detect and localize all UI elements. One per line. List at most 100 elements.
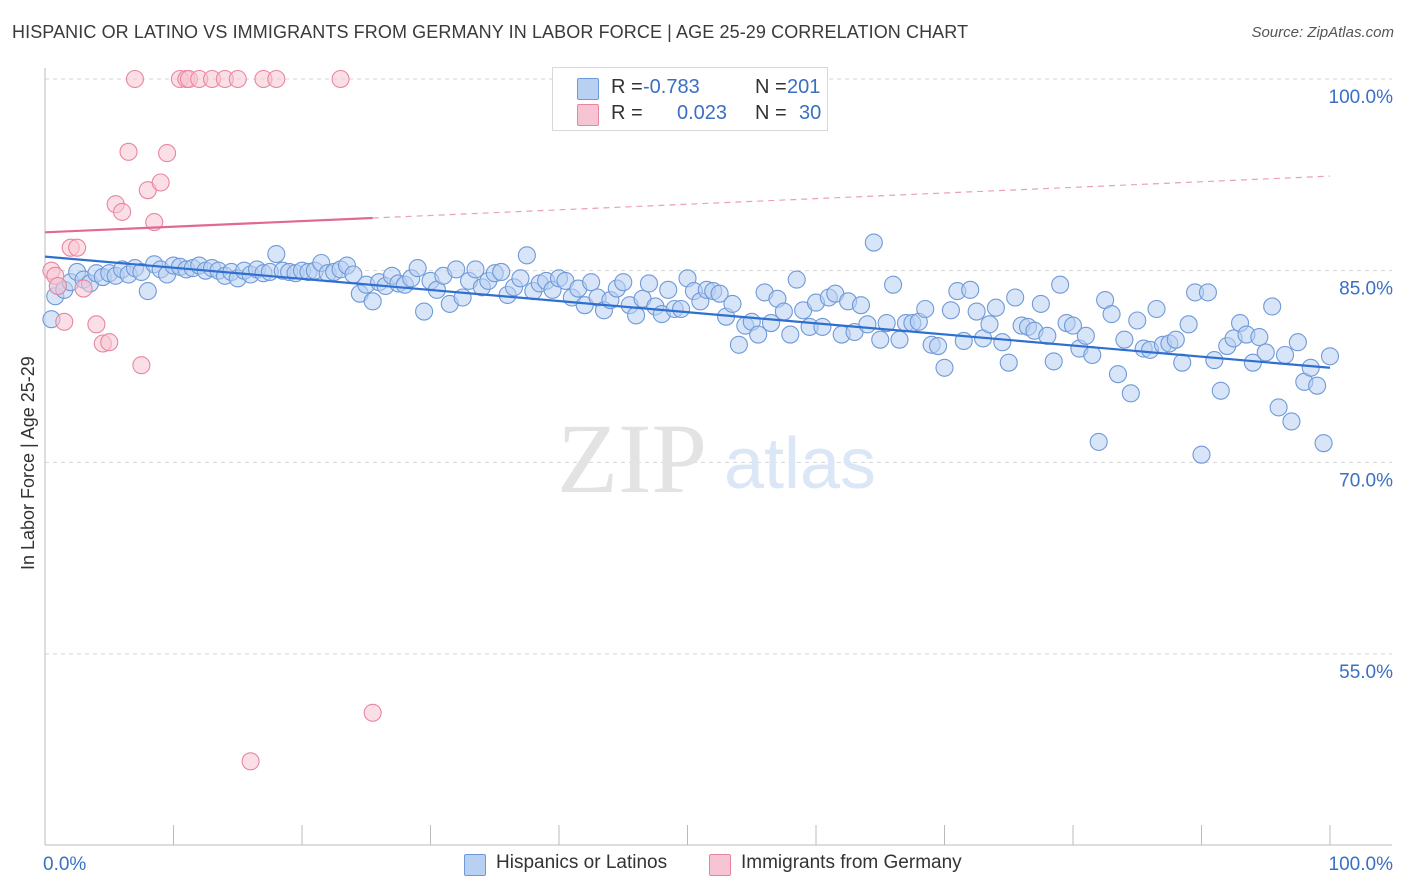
- data-point: [1192, 445, 1211, 464]
- data-point: [993, 333, 1012, 352]
- swatch-pink: [577, 104, 599, 126]
- data-point: [1115, 330, 1134, 349]
- data-point: [1263, 297, 1282, 316]
- r-value: 0.023: [677, 102, 728, 124]
- n-value: 30: [799, 102, 822, 124]
- watermark-zip: ZIP: [557, 403, 707, 514]
- data-point: [787, 270, 806, 289]
- data-point: [639, 274, 659, 293]
- data-point: [1076, 326, 1095, 345]
- data-point: [749, 325, 768, 344]
- y-axis-label: In Labor Force | Age 25-29: [18, 356, 38, 570]
- data-point: [1269, 398, 1288, 417]
- data-point: [729, 335, 748, 354]
- data-point: [986, 298, 1005, 317]
- data-point: [1301, 358, 1320, 377]
- trend-line-germany-solid: [44, 216, 373, 234]
- y-tick-label: 55.0%: [1339, 662, 1393, 683]
- points-germany: [42, 69, 382, 771]
- data-point: [1063, 316, 1083, 335]
- data-point: [363, 703, 382, 722]
- data-point: [466, 260, 485, 279]
- data-point: [929, 337, 948, 356]
- data-point: [267, 245, 286, 264]
- data-point: [884, 275, 903, 294]
- data-point: [267, 69, 286, 89]
- data-point: [87, 315, 106, 334]
- data-point: [1308, 376, 1327, 395]
- data-point: [1031, 294, 1050, 313]
- y-tick-label: 85.0%: [1339, 279, 1393, 300]
- legend-swatch-blue: [464, 854, 486, 876]
- r-label: R =: [611, 76, 643, 98]
- data-point: [1205, 351, 1224, 370]
- tick-labels: 100.0% 85.0% 70.0% 55.0% 0.0% 100.0%: [43, 87, 1393, 875]
- data-point: [132, 356, 151, 375]
- y-tick-label: 100.0%: [1329, 87, 1394, 108]
- data-point: [125, 69, 144, 89]
- data-point: [890, 330, 909, 349]
- data-point: [1006, 288, 1025, 307]
- data-point: [1147, 299, 1166, 319]
- data-point: [158, 144, 177, 163]
- data-point: [119, 142, 138, 161]
- legend-swatch-pink: [709, 854, 731, 876]
- data-point: [138, 282, 157, 301]
- data-point: [517, 246, 536, 265]
- data-point: [710, 284, 729, 303]
- data-point: [492, 262, 511, 281]
- trend-line-germany-dashed: [372, 175, 1331, 219]
- watermark-atlas: atlas: [724, 424, 876, 504]
- n-label: N =: [755, 102, 787, 124]
- data-point: [1102, 305, 1121, 324]
- data-point: [1108, 365, 1128, 384]
- data-point: [1051, 275, 1070, 294]
- data-point: [877, 314, 896, 333]
- data-point: [363, 292, 382, 311]
- data-point: [331, 69, 350, 89]
- trend-line-hispanics: [44, 255, 1331, 369]
- legend-label: Hispanics or Latinos: [496, 852, 668, 873]
- data-point: [408, 259, 427, 278]
- axes: [44, 68, 1392, 846]
- data-point: [627, 306, 646, 325]
- chart-title: HISPANIC OR LATINO VS IMMIGRANTS FROM GE…: [12, 22, 969, 42]
- data-point: [100, 333, 119, 352]
- n-value: 201: [787, 76, 821, 98]
- data-point: [659, 280, 678, 299]
- data-point: [1173, 353, 1192, 372]
- data-point: [74, 279, 93, 298]
- data-point: [916, 299, 935, 319]
- data-point: [1128, 311, 1147, 330]
- data-point: [241, 752, 260, 771]
- data-point: [723, 294, 742, 313]
- legend-label: Immigrants from Germany: [741, 852, 962, 873]
- x-tick-label: 100.0%: [1329, 854, 1394, 875]
- r-value: -0.783: [643, 76, 700, 98]
- data-point: [999, 353, 1018, 372]
- data-point: [1256, 343, 1275, 362]
- data-point: [672, 299, 691, 319]
- data-point: [1083, 345, 1102, 365]
- data-point: [415, 302, 434, 321]
- x-tick-label: 0.0%: [43, 854, 86, 875]
- data-point: [813, 317, 832, 336]
- data-point: [228, 69, 247, 89]
- data-point: [1211, 381, 1230, 400]
- correlation-stats-box: R = -0.783 N = 201 R = 0.023 N = 30: [552, 67, 828, 131]
- data-point: [511, 269, 530, 288]
- data-point: [1179, 315, 1198, 334]
- y-tick-label: 70.0%: [1339, 470, 1393, 491]
- data-point: [941, 301, 960, 320]
- swatch-blue: [577, 78, 599, 100]
- data-point: [781, 325, 800, 344]
- data-point: [851, 296, 871, 315]
- data-point: [48, 276, 67, 296]
- data-point: [1250, 328, 1269, 347]
- data-point: [1089, 432, 1108, 451]
- data-point: [980, 315, 999, 334]
- data-point: [774, 302, 793, 321]
- data-point: [1198, 283, 1217, 302]
- data-point: [1288, 333, 1307, 352]
